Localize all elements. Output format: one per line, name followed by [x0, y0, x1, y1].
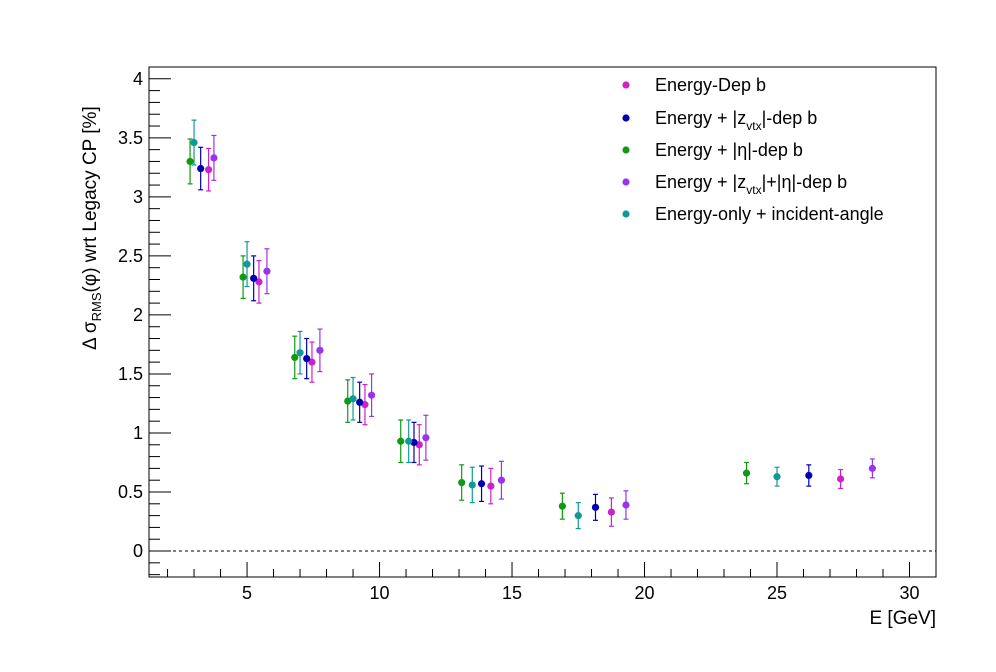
y-axis-title-subscript: RMS [89, 292, 104, 321]
legend-label: Energy-only + incident-angle [655, 204, 884, 224]
y-axis-ticks: 0 0.5 1 1.5 2 2.5 3 3.5 4 [118, 66, 171, 576]
data-point [742, 469, 751, 477]
x-tick-label: 15 [502, 583, 522, 603]
legend-marker [622, 114, 630, 122]
y-axis-title: Δ σRMS(φ) wrt Legacy CP [%] [80, 106, 104, 350]
legend-label: Energy + |zvtx|+|η|-dep b [655, 172, 847, 197]
y-tick-label: 0 [133, 541, 143, 561]
data-point [308, 358, 316, 366]
legend-marker [622, 81, 630, 89]
y-tick-label: 3 [133, 187, 143, 207]
data-point [239, 273, 247, 281]
y-tick-label: 2.5 [118, 246, 143, 266]
data-point [487, 482, 495, 490]
y-tick-label: 3.5 [118, 128, 143, 148]
x-axis-title: E [GeV] [869, 608, 936, 629]
y-tick-label: 2 [133, 305, 143, 325]
x-tick-label: 30 [899, 583, 919, 603]
data-point [197, 164, 205, 173]
x-tick-label: 20 [635, 583, 655, 603]
x-axis-ticks: 5 10 15 20 25 30 [167, 562, 937, 603]
series-3 [186, 138, 751, 520]
y-tick-label: 4 [133, 69, 143, 89]
x-tick-label: 25 [767, 583, 787, 603]
data-point [458, 478, 466, 487]
y-axis-title-prefix: Δ σ [80, 321, 101, 350]
legend-marker [622, 146, 630, 154]
legend: Energy-Dep b Energy + |zvtx|-dep b Energy … [622, 75, 884, 224]
legend-marker [622, 210, 630, 218]
data-point [296, 349, 304, 357]
y-tick-label: 1.5 [118, 364, 143, 384]
data-point [622, 501, 630, 509]
data-series-group [186, 119, 877, 530]
data-point [243, 260, 251, 268]
data-point [367, 391, 376, 399]
data-point [574, 512, 582, 520]
data-point [349, 395, 357, 403]
y-axis-title-suffix: (φ) wrt Legacy CP [%] [80, 106, 101, 292]
data-point [773, 473, 781, 481]
data-point [397, 437, 405, 445]
data-point [356, 398, 364, 406]
data-point [558, 502, 566, 510]
data-point [291, 353, 299, 362]
data-point [805, 471, 813, 480]
data-point [210, 154, 218, 162]
data-point [405, 437, 413, 445]
data-point [497, 476, 506, 484]
data-point [591, 503, 600, 511]
data-point [303, 354, 311, 363]
y-tick-label: 1 [133, 423, 143, 443]
data-point [205, 166, 213, 174]
x-tick-label: 10 [370, 583, 390, 603]
y-tick-label: 0.5 [118, 482, 143, 502]
legend-label: Energy + |η|-dep b [655, 140, 803, 160]
legend-label: Energy-Dep b [655, 75, 766, 95]
plot-frame [148, 66, 937, 578]
data-point [607, 508, 615, 516]
data-point [316, 346, 324, 354]
legend-marker [622, 178, 630, 186]
data-point [868, 464, 877, 472]
series-5 [190, 119, 781, 530]
series-2 [197, 146, 813, 521]
data-point [263, 267, 271, 275]
data-point [422, 434, 430, 442]
legend-label: Energy + |zvtx|-dep b [655, 108, 817, 133]
data-point [255, 278, 263, 286]
data-point [477, 480, 486, 488]
data-point [468, 481, 476, 489]
data-point [186, 157, 194, 166]
data-point [190, 138, 198, 147]
series-4 [210, 134, 877, 520]
data-point [250, 274, 258, 282]
data-point [837, 475, 845, 483]
x-tick-label: 5 [242, 583, 252, 603]
